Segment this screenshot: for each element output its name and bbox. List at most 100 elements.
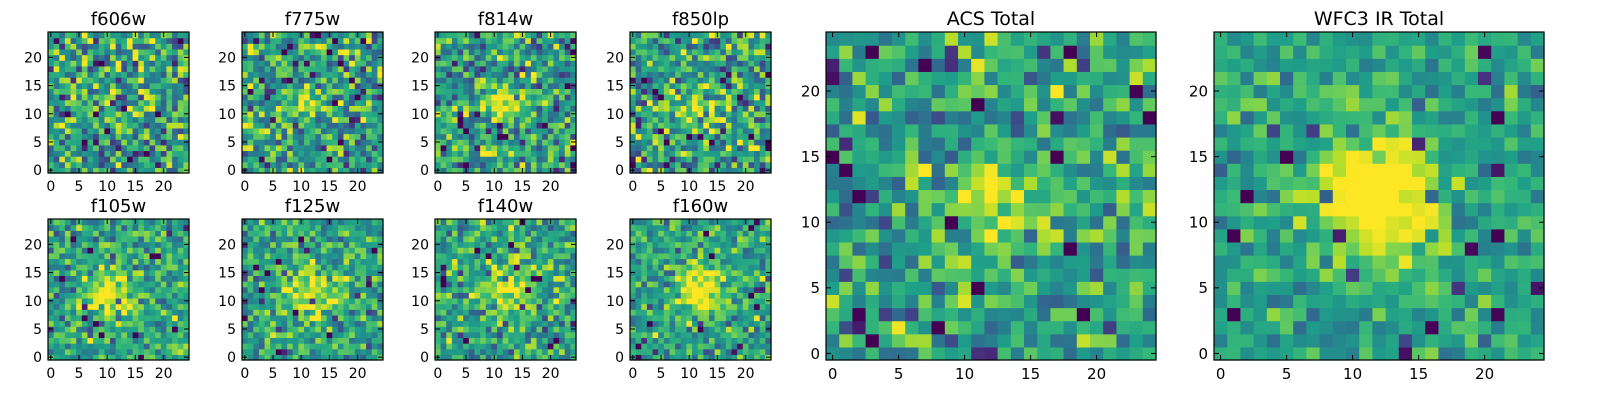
heatmap-cell — [663, 122, 671, 129]
heatmap-cell — [166, 348, 173, 355]
heatmap-cell — [149, 32, 156, 39]
heatmap-cell — [708, 88, 716, 95]
heatmap-cell — [258, 116, 266, 123]
heatmap-cell — [468, 314, 476, 322]
heatmap-cell — [126, 71, 134, 78]
heatmap-cell — [264, 54, 271, 61]
heatmap-cell — [663, 133, 671, 140]
heatmap-cell — [474, 116, 481, 123]
heatmap-cell — [675, 133, 682, 140]
heatmap-cell — [264, 94, 271, 101]
heatmap-cell — [298, 314, 305, 322]
heatmap-cell — [81, 247, 89, 254]
heatmap-cell — [59, 161, 66, 168]
heatmap-cell — [160, 247, 168, 254]
heatmap-cell — [519, 320, 526, 327]
heatmap-cell — [70, 122, 77, 129]
heatmap-cell — [110, 122, 117, 129]
heatmap-cell — [440, 127, 447, 135]
heatmap-cell — [121, 247, 128, 254]
heatmap-cell — [304, 264, 311, 271]
heatmap-cell — [155, 343, 162, 350]
heatmap-cell — [343, 292, 350, 299]
heatmap-cell — [440, 167, 447, 174]
heatmap-cell — [172, 110, 179, 118]
heatmap-cell — [703, 116, 710, 123]
heatmap-cell — [253, 99, 260, 106]
heatmap-cell — [337, 116, 345, 123]
heatmap-cell — [658, 60, 665, 67]
heatmap-cell — [547, 348, 555, 355]
heatmap-cell — [697, 37, 704, 44]
heatmap-cell — [663, 88, 671, 95]
heatmap-cell — [513, 309, 521, 316]
heatmap-cell — [435, 48, 442, 56]
heatmap-cell — [270, 348, 277, 355]
heatmap-cell — [536, 105, 543, 112]
heatmap-cell — [337, 297, 345, 305]
heatmap-cell — [155, 116, 162, 123]
heatmap-cell — [451, 258, 459, 265]
heatmap-cell — [332, 161, 339, 168]
heatmap-cell — [59, 281, 66, 288]
heatmap-cell — [337, 133, 345, 140]
heatmap-cell — [360, 122, 367, 129]
heatmap-cell — [680, 133, 687, 140]
heatmap-cell — [332, 156, 339, 163]
heatmap-cell — [692, 269, 699, 276]
heatmap-cell — [343, 82, 350, 89]
heatmap-cell — [126, 99, 134, 106]
heatmap-cell — [138, 252, 145, 260]
heatmap-cell — [177, 133, 184, 140]
heatmap-cell — [149, 269, 156, 276]
heatmap-cell — [451, 331, 459, 339]
heatmap-cell — [457, 320, 464, 327]
x-tick-label: 5 — [462, 366, 471, 382]
heatmap-cell — [64, 99, 72, 106]
heatmap-cell — [115, 258, 122, 265]
heatmap-cell — [292, 269, 299, 276]
heatmap-cell — [242, 343, 249, 350]
heatmap-cell — [502, 224, 509, 231]
heatmap-cell — [630, 281, 637, 288]
heatmap-cell — [264, 139, 271, 146]
heatmap-cell — [525, 43, 532, 50]
heatmap-cell — [326, 150, 333, 157]
heatmap-cell — [98, 99, 105, 106]
heatmap-cell — [641, 43, 648, 50]
heatmap-cell — [680, 337, 687, 344]
heatmap-cell — [121, 60, 128, 67]
heatmap-cell — [166, 133, 173, 140]
heatmap-cell — [435, 71, 442, 78]
heatmap-cell — [81, 269, 89, 276]
heatmap-cell — [281, 241, 288, 248]
heatmap-cell — [371, 161, 378, 168]
heatmap-cell — [320, 99, 328, 106]
heatmap-cell — [669, 37, 676, 44]
heatmap-cell — [480, 264, 487, 271]
heatmap-cell — [81, 286, 89, 293]
heatmap-cell — [360, 297, 367, 305]
heatmap-cell — [570, 286, 577, 293]
heatmap-cell — [377, 224, 384, 231]
heatmap-cell — [697, 48, 704, 56]
heatmap-cell — [343, 139, 350, 146]
heatmap-cell — [485, 348, 492, 355]
heatmap-cell — [446, 235, 453, 243]
heatmap-cell — [160, 105, 168, 112]
heatmap-cell — [166, 110, 173, 118]
heatmap-cell — [547, 94, 555, 101]
heatmap-cell — [81, 161, 89, 168]
heatmap-cell — [349, 286, 356, 293]
heatmap-cell — [559, 348, 566, 355]
heatmap-cell — [451, 37, 459, 44]
heatmap-cell — [570, 71, 577, 78]
heatmap-cell — [337, 281, 345, 288]
heatmap-cell — [343, 343, 350, 350]
heatmap-cell — [542, 292, 549, 299]
heatmap-cell — [708, 150, 716, 157]
heatmap-cell — [360, 37, 367, 44]
heatmap-cell — [48, 43, 55, 50]
heatmap-cell — [686, 343, 693, 350]
heatmap-cell — [547, 230, 555, 237]
